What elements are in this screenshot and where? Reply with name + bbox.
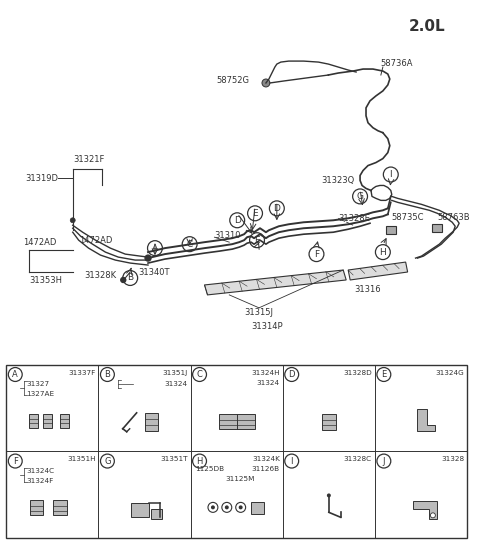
Text: 1472AD: 1472AD (79, 236, 112, 245)
Text: 31310: 31310 (215, 230, 241, 240)
Text: 31319D: 31319D (25, 174, 58, 183)
Text: 31324: 31324 (165, 382, 188, 387)
Circle shape (239, 505, 243, 509)
Circle shape (211, 505, 215, 509)
Polygon shape (413, 502, 437, 519)
Text: I: I (290, 456, 293, 465)
Text: 31351J: 31351J (162, 370, 188, 376)
Text: 31324F: 31324F (26, 478, 53, 484)
Text: 31328K: 31328K (84, 272, 116, 280)
FancyBboxPatch shape (219, 414, 254, 429)
Text: 31328C: 31328C (344, 456, 372, 462)
FancyBboxPatch shape (29, 414, 37, 428)
Polygon shape (348, 262, 408, 280)
FancyBboxPatch shape (432, 224, 442, 232)
Circle shape (70, 218, 75, 223)
Text: 31324H: 31324H (251, 370, 280, 376)
Text: 31337F: 31337F (68, 370, 96, 376)
Text: 31328E: 31328E (338, 214, 370, 223)
Text: 31327: 31327 (26, 382, 49, 387)
Circle shape (121, 278, 126, 283)
Text: 1327AE: 1327AE (26, 392, 54, 398)
Text: G: G (357, 192, 363, 201)
Text: A: A (12, 370, 18, 379)
Text: 31323Q: 31323Q (321, 176, 354, 185)
Text: F: F (13, 456, 18, 465)
FancyBboxPatch shape (53, 500, 67, 515)
Text: D: D (274, 204, 280, 213)
Text: E: E (254, 236, 260, 245)
Text: 31314P: 31314P (251, 322, 283, 331)
FancyBboxPatch shape (44, 414, 52, 428)
Circle shape (327, 493, 331, 497)
Polygon shape (204, 270, 346, 295)
FancyBboxPatch shape (151, 509, 162, 519)
FancyBboxPatch shape (131, 503, 148, 518)
Text: 1472AD: 1472AD (23, 238, 57, 246)
Text: E: E (381, 370, 386, 379)
Text: E: E (252, 209, 258, 218)
Text: 31316: 31316 (355, 285, 381, 294)
Circle shape (225, 505, 229, 509)
Text: 31324K: 31324K (252, 456, 280, 462)
Text: 31324: 31324 (257, 381, 280, 387)
Text: 31353H: 31353H (29, 276, 62, 285)
Circle shape (262, 79, 270, 87)
Text: F: F (314, 250, 319, 258)
Text: I: I (389, 170, 392, 179)
Text: A: A (152, 244, 158, 252)
Text: 31324G: 31324G (435, 370, 464, 376)
Text: 31351H: 31351H (67, 456, 96, 462)
Text: 31126B: 31126B (252, 466, 280, 472)
Text: 31340T: 31340T (138, 268, 169, 277)
Text: 58735C: 58735C (392, 213, 424, 222)
Text: 2.0L: 2.0L (408, 19, 445, 34)
Text: 58763B: 58763B (437, 213, 470, 222)
Text: 58752G: 58752G (216, 76, 249, 85)
Text: 31328: 31328 (441, 456, 464, 462)
Text: 58736A: 58736A (380, 59, 412, 68)
Text: D: D (288, 370, 295, 379)
Text: 31328D: 31328D (343, 370, 372, 376)
FancyBboxPatch shape (251, 502, 264, 514)
Text: 31321F: 31321F (74, 155, 105, 163)
Text: 31324C: 31324C (26, 468, 54, 474)
Text: 31351T: 31351T (160, 456, 188, 462)
Text: B: B (127, 273, 133, 283)
Text: 31315J: 31315J (244, 308, 274, 317)
FancyBboxPatch shape (386, 226, 396, 234)
Text: J: J (383, 456, 385, 465)
FancyBboxPatch shape (60, 414, 69, 428)
FancyBboxPatch shape (322, 414, 336, 430)
FancyBboxPatch shape (30, 500, 44, 515)
Text: C: C (197, 370, 203, 379)
Text: D: D (234, 216, 240, 225)
Polygon shape (417, 409, 435, 431)
Circle shape (431, 513, 435, 518)
Text: B: B (105, 370, 110, 379)
Text: G: G (104, 456, 111, 465)
Text: 1125DB: 1125DB (195, 466, 225, 472)
Text: H: H (380, 248, 386, 257)
Text: 31125M: 31125M (225, 476, 255, 482)
Text: C: C (187, 240, 193, 249)
Circle shape (145, 255, 151, 261)
Text: H: H (196, 456, 203, 465)
FancyBboxPatch shape (144, 413, 158, 431)
